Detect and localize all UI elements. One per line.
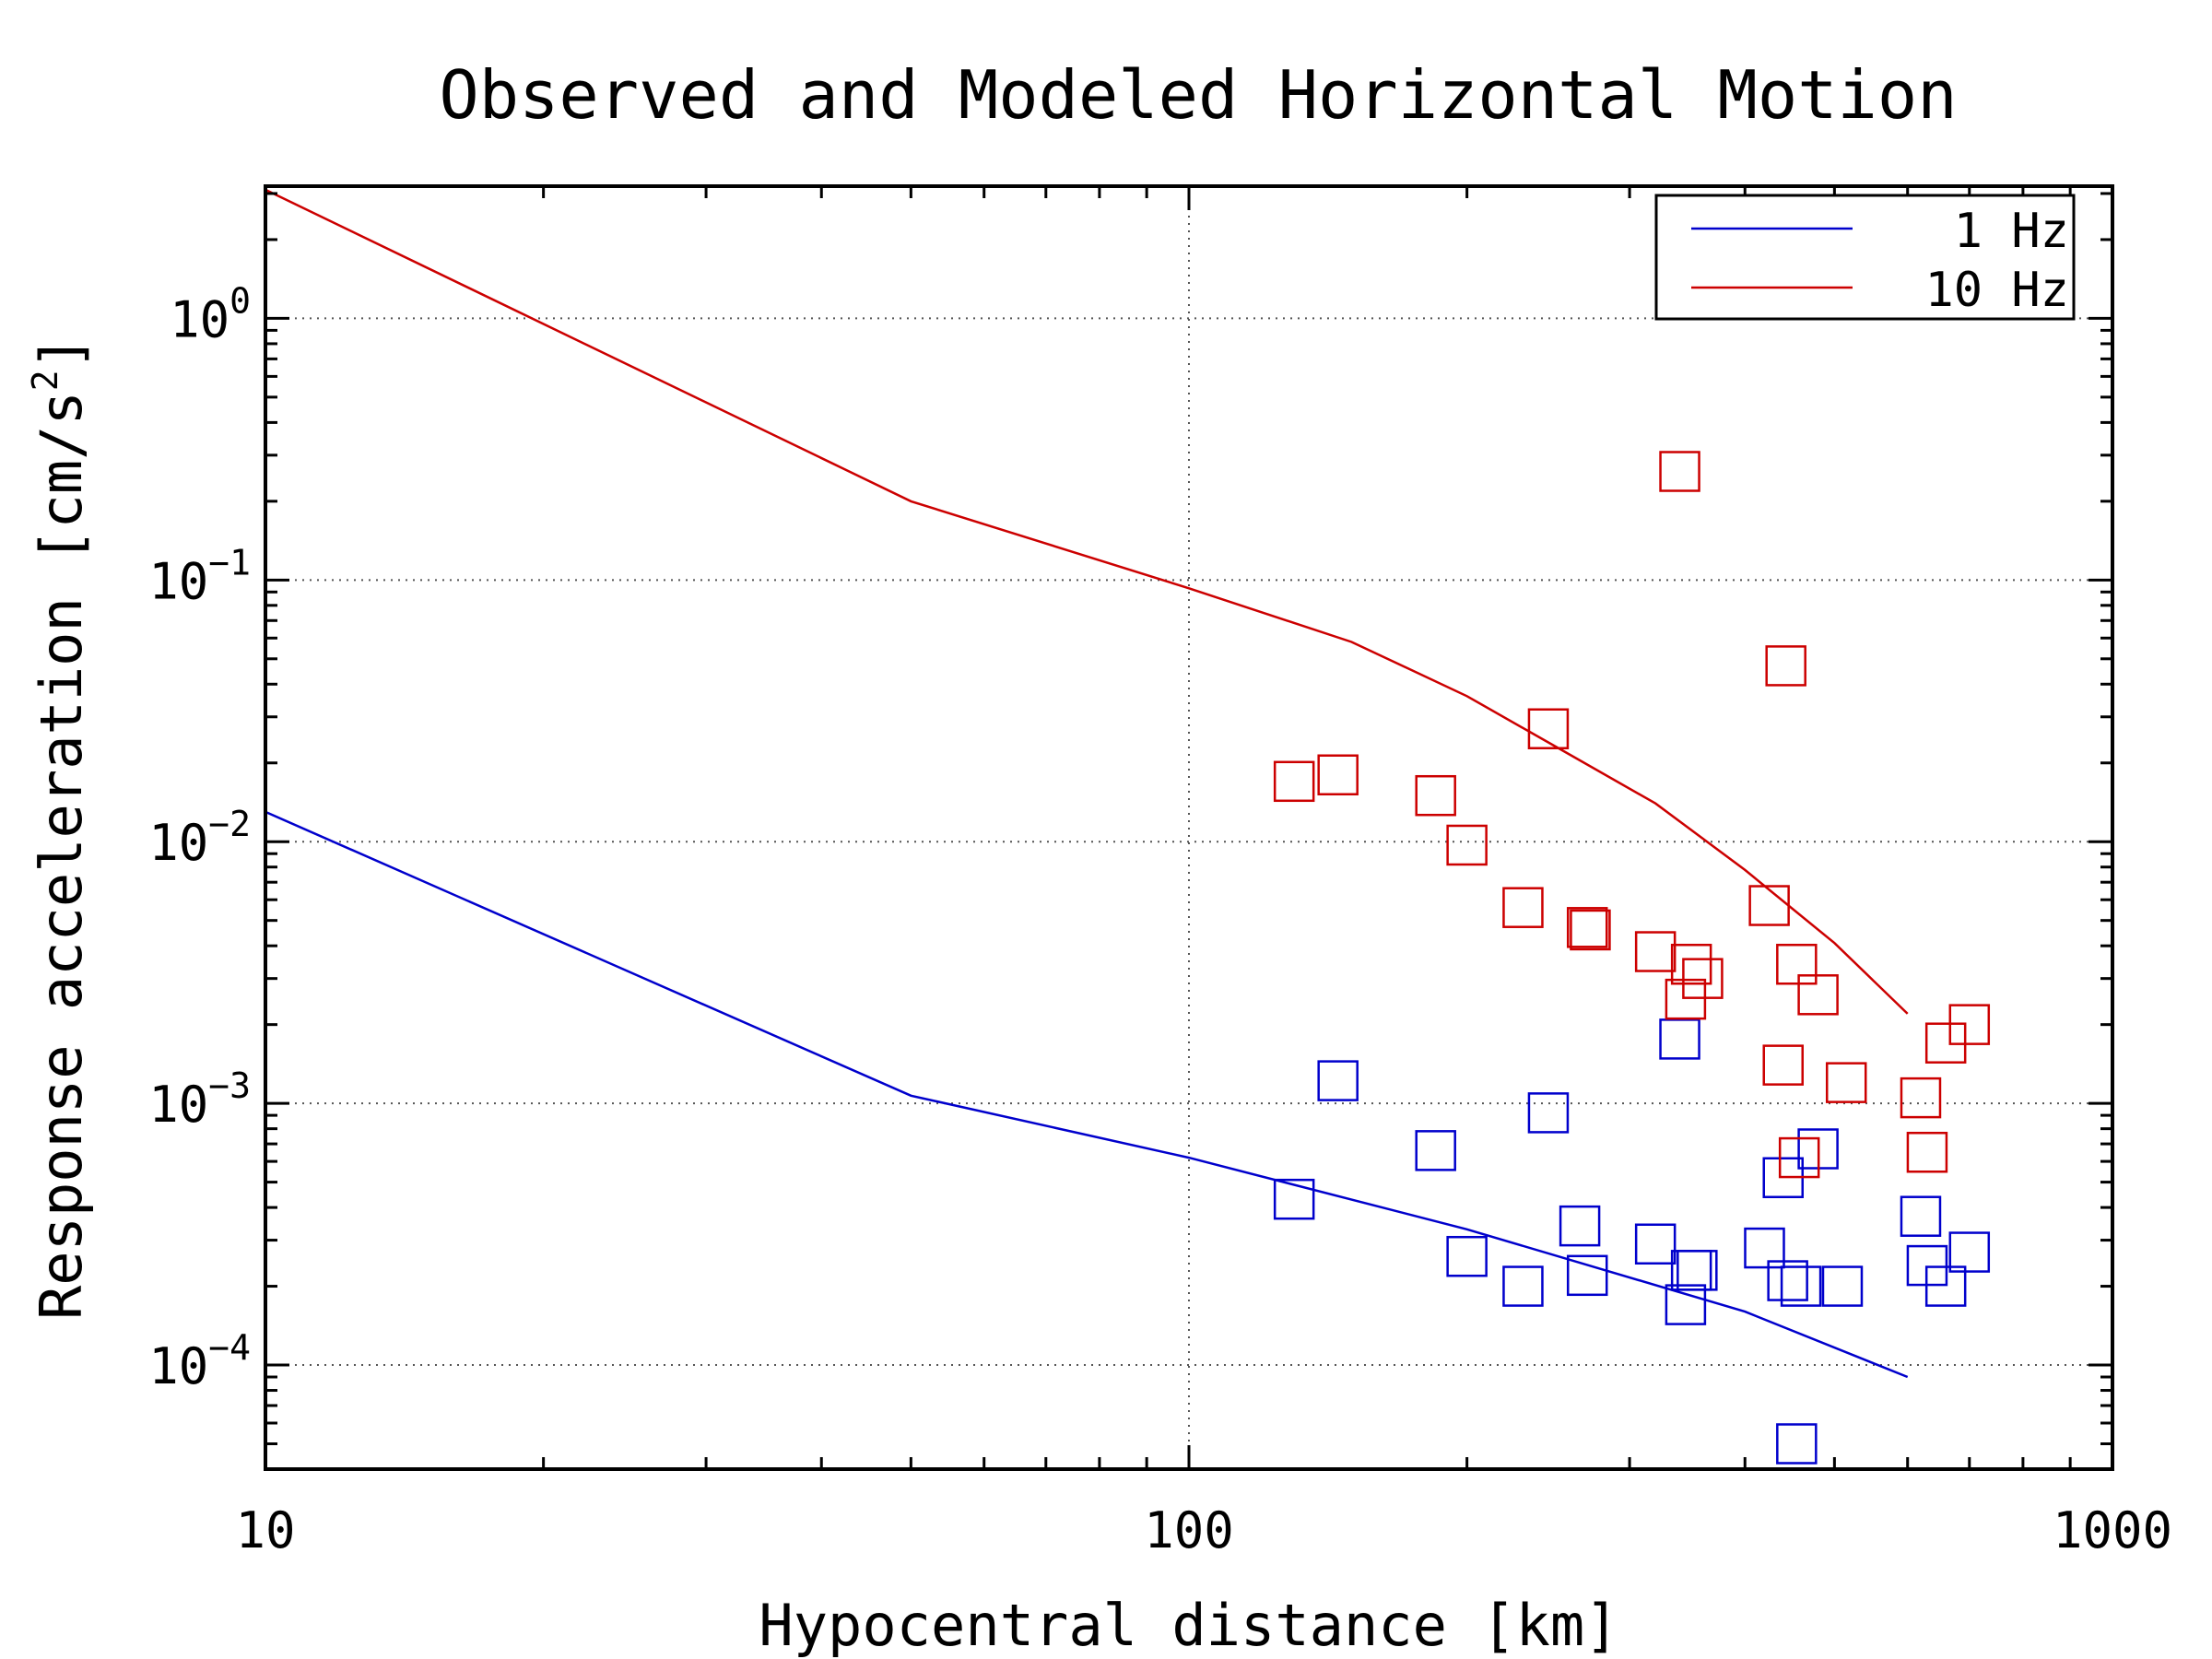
observed-point-1hz [1767,1260,1808,1301]
observed-point-1hz [1948,1231,1991,1273]
observed-point-10hz [1682,958,1724,999]
observed-point-1hz [1821,1265,1864,1307]
observed-point-10hz [1570,909,1611,951]
model-lines [265,188,1909,1379]
observed-point-1hz [1900,1195,1942,1237]
y-axis-label-sup: 2 [25,370,65,391]
y-tick-labels: 100 10−1 10−2 10−3 10−4 [148,280,251,1395]
y-tick-label: 10−4 [148,1327,251,1395]
observed-point-1hz [1527,1092,1570,1134]
observed-point-1hz [1634,1223,1677,1265]
observed-point-1hz [1273,1178,1315,1220]
observed-point-1hz [1659,1018,1700,1060]
observed-point-10hz [1446,824,1488,866]
observed-point-10hz [1900,1077,1942,1119]
observed-point-10hz [1906,1131,1948,1173]
y-axis-label: Response acceleration [cm/s2] [25,335,95,1320]
observed-point-10hz [1670,943,1712,985]
x-axis-label: Hypocentral distance [km] [759,1592,1618,1659]
observed-point-1hz [1415,1130,1456,1171]
observed-point-10hz [1776,943,1818,985]
y-tick-label: 10−1 [148,542,251,610]
observed-point-10hz [1765,645,1806,687]
observed-point-1hz [1502,1265,1544,1307]
observed-point-1hz [1776,1423,1818,1465]
observed-points [1273,451,1991,1465]
y-tick-label: 10−3 [148,1065,251,1134]
observed-point-10hz [1665,978,1707,1020]
y-tick-label: 100 [170,280,251,348]
observed-point-1hz [1559,1205,1601,1247]
observed-point-1hz [1446,1235,1488,1277]
observed-point-10hz [1748,885,1790,926]
y-axis-label-end: ] [28,335,95,370]
x-tick-label: 1000 [2053,1501,2172,1559]
legend-label-10hz: 10 Hz [1924,263,2069,318]
legend-box [1654,194,2076,321]
y-axis-label-base: Response acceleration [cm/s [28,391,95,1320]
observed-point-10hz [1317,754,1359,795]
observed-point-1hz [1665,1284,1707,1325]
grid-lines [265,186,2112,1469]
y-tick-label: 10−2 [148,804,251,872]
observed-point-10hz [1415,774,1456,817]
x-tick-label: 100 [1144,1501,1234,1559]
observed-point-10hz [1762,1044,1804,1086]
observed-point-10hz [1948,1004,1991,1045]
observed-point-10hz [1634,931,1677,972]
observed-point-10hz [1659,451,1700,492]
observed-point-10hz [1797,974,1839,1016]
legend-label-1hz: 1 Hz [1954,204,2069,259]
observed-point-1hz [1677,1250,1718,1291]
x-tick-label: 10 [235,1501,295,1559]
observed-point-1hz [1780,1265,1822,1307]
observed-point-10hz [1273,760,1315,803]
observed-point-10hz [1825,1062,1867,1103]
x-tick-labels: 10 100 1000 [235,1501,2172,1559]
observed-point-1hz [1744,1227,1785,1269]
observed-point-10hz [1527,708,1570,750]
observed-point-10hz [1778,1136,1820,1179]
legend: 1 Hz 10 Hz [1654,194,2076,321]
observed-point-10hz [1566,907,1608,948]
observed-point-1hz [1566,1254,1608,1297]
observed-point-10hz [1502,887,1544,928]
observed-point-1hz [1924,1265,1967,1307]
axis-ticks [264,186,2112,1471]
chart-title: Observed and Modeled Horizontal Motion [439,56,1957,134]
observed-point-1hz [1317,1060,1359,1101]
model-line-1hz [265,810,1909,1379]
